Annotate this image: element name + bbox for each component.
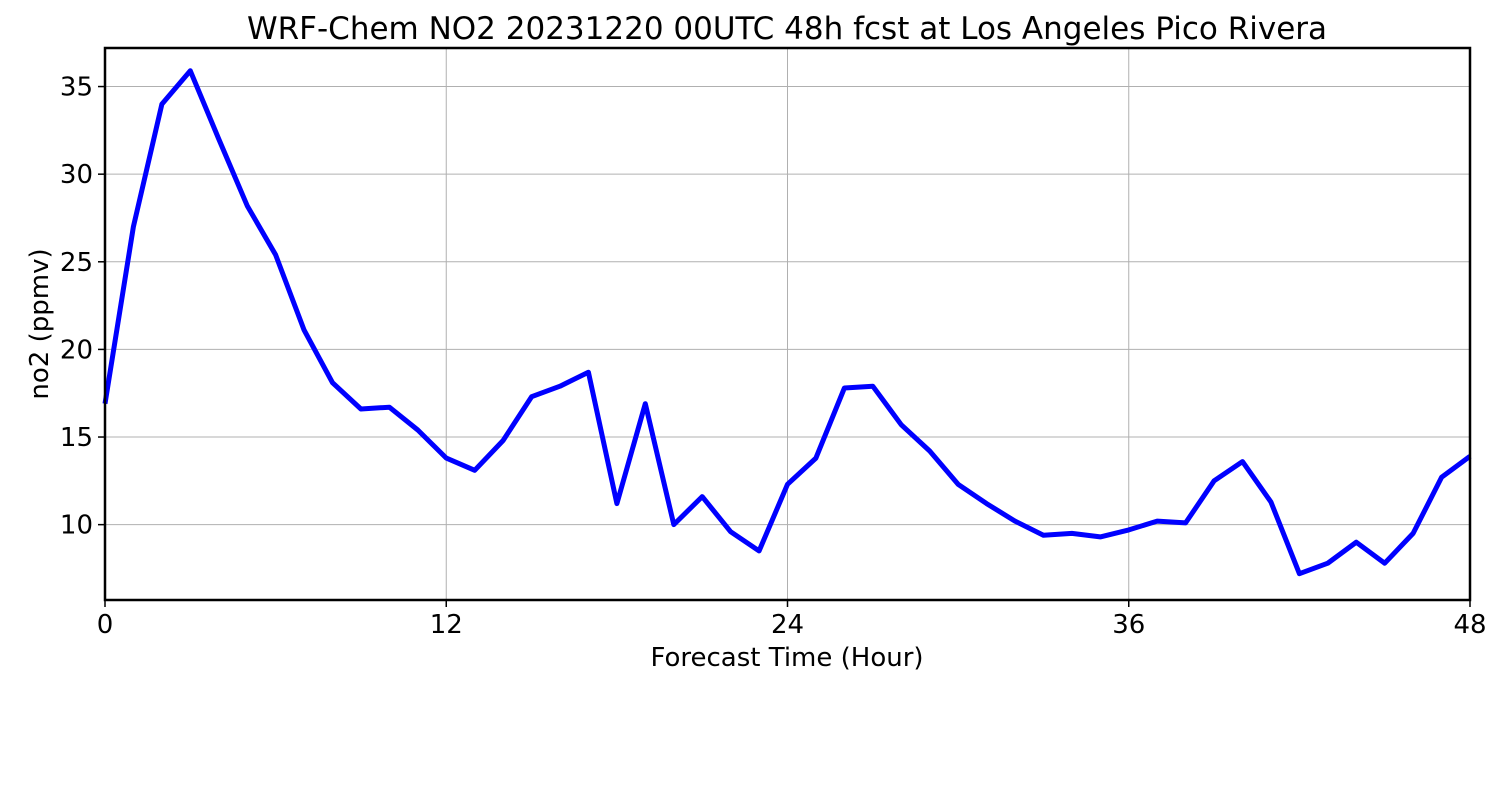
x-tick-label: 0 bbox=[97, 610, 114, 640]
y-tick-label: 20 bbox=[60, 335, 93, 365]
x-axis-label: Forecast Time (Hour) bbox=[650, 643, 923, 673]
chart-title: WRF-Chem NO2 20231220 00UTC 48h fcst at … bbox=[247, 11, 1327, 47]
y-tick-label: 30 bbox=[60, 160, 93, 190]
y-tick-label: 10 bbox=[60, 511, 93, 541]
y-tick-label: 15 bbox=[60, 423, 93, 453]
axis-ticks: 0 12 24 36 48 10 15 20 25 30 35 bbox=[60, 73, 1487, 640]
x-tick-label: 12 bbox=[430, 610, 463, 640]
x-tick-label: 48 bbox=[1453, 610, 1486, 640]
y-axis-label: no2 (ppmv) bbox=[25, 248, 55, 399]
x-tick-label: 36 bbox=[1112, 610, 1145, 640]
y-tick-label: 25 bbox=[60, 248, 93, 278]
series-layer bbox=[102, 68, 1472, 577]
y-tick-label: 35 bbox=[60, 73, 93, 103]
no2-series-line bbox=[102, 68, 1472, 577]
x-tick-label: 24 bbox=[771, 610, 804, 640]
